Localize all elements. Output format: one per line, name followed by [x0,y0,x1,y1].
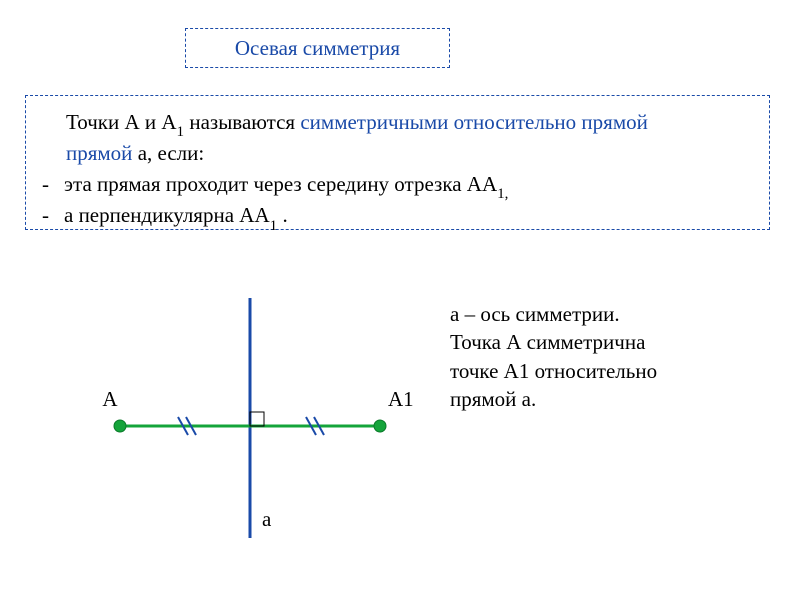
definition-line-2: прямой а, если: [66,141,759,166]
diagram-svg: А А1 a [60,288,440,548]
svg-text:А1: А1 [388,387,414,411]
page-title: Осевая симметрия [235,36,400,61]
caption-line-1: а – ось симметрии. [450,302,620,326]
bullet1-sub: 1, [497,186,508,202]
def-intro-mid: называются [184,110,300,134]
title-box: Осевая симметрия [185,28,450,68]
def-intro-pre: Точки А и А [66,110,177,134]
svg-text:А: А [102,387,118,411]
bullet2-sub: 1 [270,218,278,234]
bullet-dash-icon: - [36,172,64,201]
caption-line-4: прямой а. [450,387,536,411]
svg-text:a: a [262,507,272,531]
definition-line-1: Точки А и А1 называются симметричными от… [66,110,759,139]
bullet2-pre: а перпендикулярна АА [64,203,270,227]
def-blue-part: симметричными относительно прямой [300,110,648,134]
bullet2-text: а перпендикулярна АА1 . [64,203,759,232]
caption-line-3: точке А1 относительно [450,359,657,383]
definition-bullet-1: - эта прямая проходит через середину отр… [36,172,759,201]
diagram-caption: а – ось симметрии. Точка А симметрична т… [450,300,750,413]
bullet1-text: эта прямая проходит через середину отрез… [64,172,759,201]
caption-line-2: Точка А симметрична [450,330,645,354]
bullet2-post: . [277,203,288,227]
def-line2-blue: прямой [66,141,132,165]
definition-box: Точки А и А1 называются симметричными от… [25,95,770,230]
bullet-dash-icon: - [36,203,64,232]
def-intro-sub: 1 [177,124,185,140]
definition-bullet-2: - а перпендикулярна АА1 . [36,203,759,232]
symmetry-diagram: А А1 a [60,288,440,548]
bullet1-pre: эта прямая проходит через середину отрез… [64,172,497,196]
def-line2-post: а, если: [132,141,204,165]
